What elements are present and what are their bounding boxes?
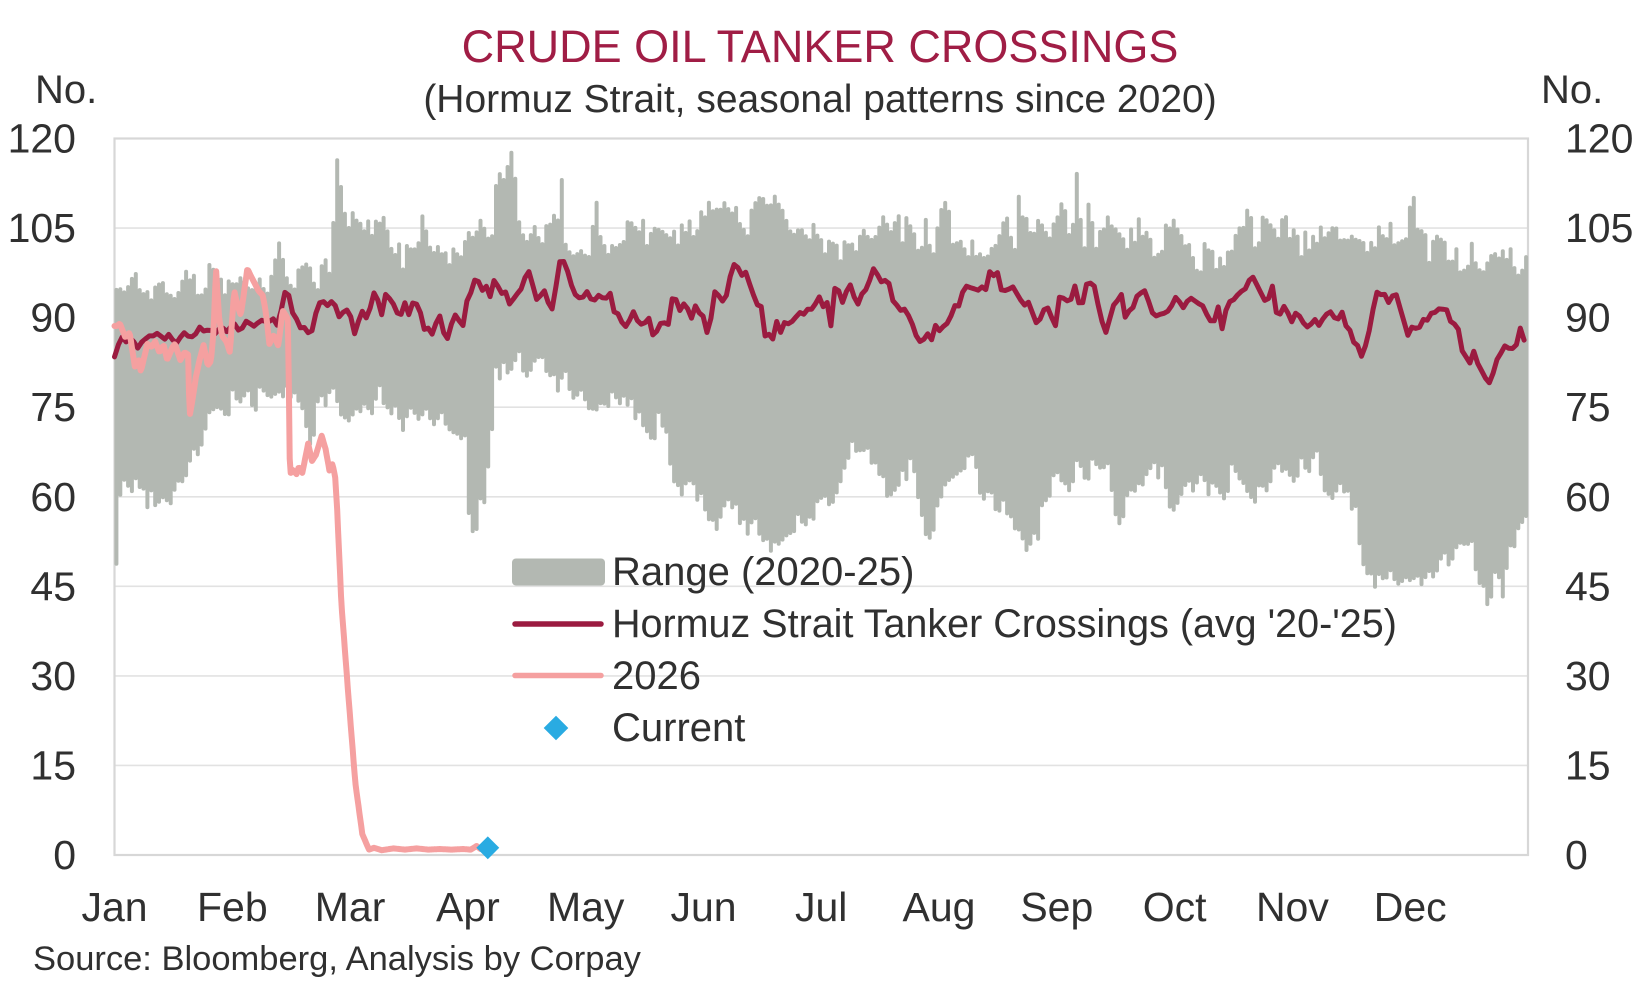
svg-text:2026: 2026	[612, 654, 701, 698]
svg-text:Jun: Jun	[670, 884, 736, 930]
svg-text:Mar: Mar	[315, 884, 386, 930]
svg-text:Jul: Jul	[795, 884, 847, 930]
svg-text:120: 120	[1565, 116, 1633, 162]
svg-text:Nov: Nov	[1256, 884, 1329, 930]
svg-text:90: 90	[30, 295, 76, 341]
svg-text:No.: No.	[1541, 68, 1603, 112]
svg-text:45: 45	[30, 563, 76, 609]
svg-text:90: 90	[1565, 295, 1611, 341]
svg-text:May: May	[547, 884, 625, 930]
svg-text:Hormuz Strait Tanker Crossings: Hormuz Strait Tanker Crossings (avg '20-…	[612, 602, 1397, 646]
svg-text:120: 120	[8, 116, 76, 162]
svg-text:No.: No.	[35, 68, 97, 112]
svg-text:(Hormuz Strait, seasonal patte: (Hormuz Strait, seasonal patterns since …	[423, 78, 1216, 121]
svg-text:Current: Current	[612, 706, 745, 750]
svg-text:45: 45	[1565, 563, 1611, 609]
svg-text:60: 60	[30, 474, 76, 520]
svg-text:Apr: Apr	[436, 884, 500, 930]
svg-text:Aug: Aug	[903, 884, 976, 930]
svg-text:Feb: Feb	[197, 884, 268, 930]
svg-text:0: 0	[53, 832, 76, 878]
svg-text:Jan: Jan	[81, 884, 147, 930]
svg-text:60: 60	[1565, 474, 1611, 520]
svg-text:Sep: Sep	[1020, 884, 1093, 930]
svg-text:CRUDE OIL TANKER CROSSINGS: CRUDE OIL TANKER CROSSINGS	[462, 21, 1179, 72]
svg-text:Source: Bloomberg, Analysis by: Source: Bloomberg, Analysis by Corpay	[33, 940, 642, 978]
svg-text:15: 15	[30, 742, 76, 788]
svg-text:Dec: Dec	[1374, 884, 1447, 930]
svg-text:105: 105	[8, 205, 76, 251]
svg-text:75: 75	[30, 384, 76, 430]
svg-text:75: 75	[1565, 384, 1611, 430]
svg-text:0: 0	[1565, 832, 1588, 878]
svg-text:30: 30	[1565, 653, 1611, 699]
svg-text:15: 15	[1565, 742, 1611, 788]
svg-text:Oct: Oct	[1143, 884, 1207, 930]
svg-text:105: 105	[1565, 205, 1633, 251]
svg-text:Range (2020-25): Range (2020-25)	[612, 550, 914, 594]
svg-text:30: 30	[30, 653, 76, 699]
